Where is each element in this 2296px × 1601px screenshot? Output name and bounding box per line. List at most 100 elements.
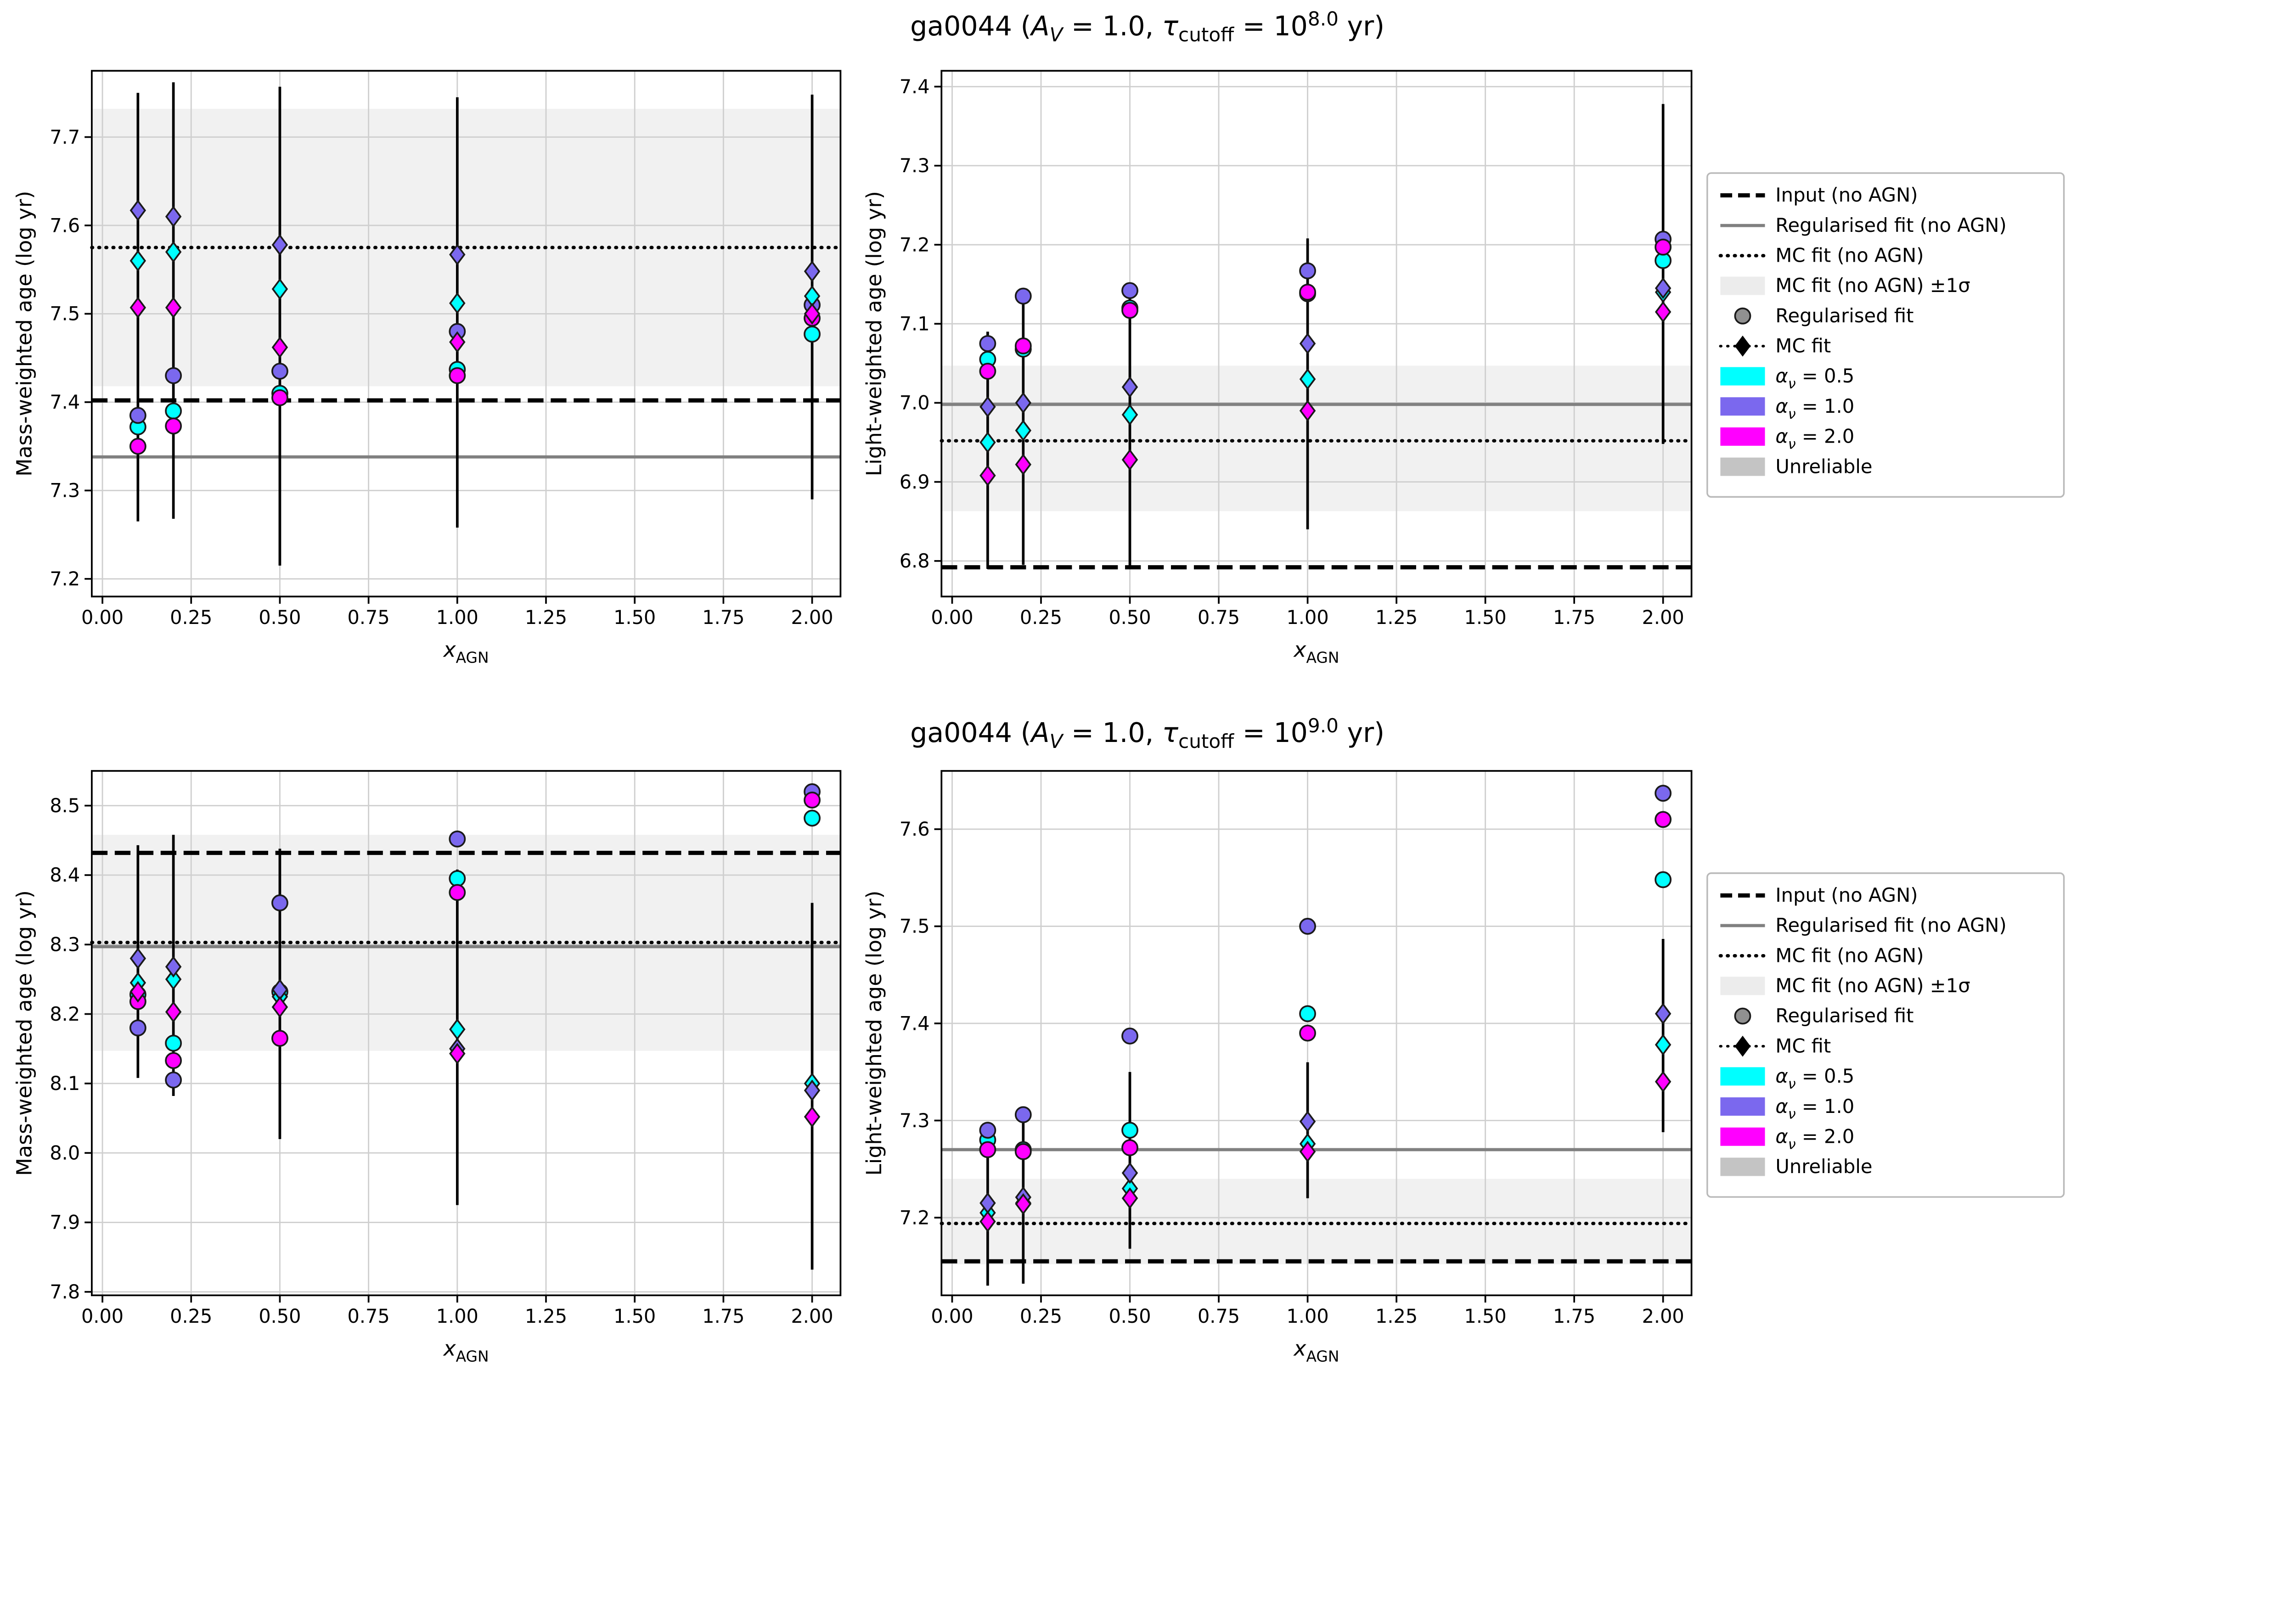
regularised-marker-alpha_1.0 bbox=[1299, 918, 1316, 935]
mc-marker-alpha_0.5 bbox=[271, 278, 288, 300]
regularised-marker-alpha_2.0 bbox=[1121, 1139, 1138, 1157]
mc-marker-alpha_0.5 bbox=[1654, 1034, 1671, 1056]
mc-marker-alpha_1.0 bbox=[804, 260, 821, 282]
y-tick-label: 7.4 bbox=[900, 1012, 930, 1034]
legend-item-circle-marker: Regularised fit bbox=[1734, 304, 1914, 327]
y-tick-label: 7.9 bbox=[50, 1212, 80, 1234]
x-tick-label: 1.75 bbox=[702, 607, 744, 629]
legend-item-solid-line: Regularised fit (no AGN) bbox=[1720, 214, 2007, 236]
regularised-marker-alpha_2.0 bbox=[449, 367, 466, 384]
regularised-marker-alpha_1.0 bbox=[979, 1122, 996, 1139]
regularised-marker-alpha_2.0 bbox=[271, 1030, 288, 1047]
regularised-marker-alpha_1.0 bbox=[129, 407, 146, 424]
y-tick-label: 7.0 bbox=[900, 392, 930, 414]
y-tick-label: 7.7 bbox=[50, 126, 80, 148]
panel-light-weighted-tau9: 0.00 0.25 0.50 0.75 1.00 1.25 1.50 1.75 2.00 7.2 7… bbox=[862, 770, 1694, 1365]
mc-marker-alpha_1.0 bbox=[979, 396, 996, 418]
regularised-marker-alpha_1.0 bbox=[271, 363, 288, 380]
mc-marker-alpha_2.0 bbox=[979, 1210, 996, 1233]
regularised-marker-alpha_0.5 bbox=[449, 870, 466, 887]
sigma-band-sample bbox=[1720, 276, 1765, 295]
regularised-marker-alpha_2.0 bbox=[1654, 238, 1672, 256]
y-tick-label: 8.4 bbox=[50, 864, 80, 886]
y-tick-label: 7.2 bbox=[900, 234, 930, 256]
mc-marker-alpha_1.0 bbox=[129, 947, 146, 970]
x-tick-label: 1.00 bbox=[436, 607, 478, 629]
x-tick-label: 2.00 bbox=[791, 607, 833, 629]
y-tick-label: 7.2 bbox=[900, 1207, 930, 1229]
axes-frame bbox=[940, 770, 1693, 1297]
regularised-marker-alpha_1.0 bbox=[129, 1019, 146, 1037]
regularised-marker-alpha_1.0 bbox=[165, 1071, 182, 1089]
x-tick-label: 0.00 bbox=[931, 1305, 973, 1327]
alpha-20-patch bbox=[1720, 1127, 1765, 1146]
y-tick-label: 6.9 bbox=[900, 471, 930, 493]
mc-marker-alpha_0.5 bbox=[449, 292, 466, 314]
sigma-band-sample bbox=[1720, 977, 1765, 995]
legend-label: αν = 2.0 bbox=[1775, 425, 1854, 453]
regularised-marker-alpha_2.0 bbox=[979, 1141, 996, 1158]
legend-item-dashed-line: Input (no AGN) bbox=[1720, 184, 1918, 206]
x-tick-label: 0.00 bbox=[81, 1305, 124, 1327]
x-tick-label: 2.00 bbox=[1642, 1305, 1684, 1327]
regularised-marker-alpha_1.0 bbox=[271, 894, 288, 911]
legend-box bbox=[1706, 172, 2065, 498]
x-tick-label: 1.25 bbox=[1375, 1305, 1418, 1327]
unreliable-patch bbox=[1720, 457, 1765, 476]
mc-1sigma-band bbox=[941, 365, 1692, 511]
mc-marker-alpha_1.0 bbox=[1654, 1003, 1671, 1025]
mc-marker-alpha_2.0 bbox=[165, 1001, 182, 1023]
regularised-marker-alpha_1.0 bbox=[165, 367, 182, 384]
regularised-marker-alpha_0.5 bbox=[1121, 1122, 1138, 1139]
mc-marker-alpha_2.0 bbox=[449, 331, 466, 353]
regularised-marker-alpha_2.0 bbox=[1121, 302, 1138, 319]
x-tick-label: 1.00 bbox=[1286, 607, 1328, 629]
panel-mass-weighted-tau9: 0.00 0.25 0.50 0.75 1.00 1.25 1.50 1.75 2.00 7.8 7… bbox=[12, 770, 843, 1365]
unreliable-patch bbox=[1720, 1157, 1765, 1176]
y-tick-label: 7.3 bbox=[900, 155, 930, 177]
x-tick-label: 1.75 bbox=[1553, 1305, 1595, 1327]
mc-marker-alpha_2.0 bbox=[1121, 449, 1138, 471]
y-tick-label: 6.8 bbox=[900, 550, 930, 572]
y-tick-label: 7.6 bbox=[900, 818, 930, 840]
legend-box bbox=[1706, 872, 2065, 1198]
regularised-marker-alpha_0.5 bbox=[804, 326, 821, 343]
legend-item-sigma-band: MC fit (no AGN) ±1σ bbox=[1720, 974, 1970, 997]
legend-label: αν = 2.0 bbox=[1775, 1125, 1854, 1152]
legend-item-patch-cyan: αν = 0.5 bbox=[1720, 1065, 1854, 1092]
x-axis-label: xAGN bbox=[443, 638, 489, 667]
legend-row1: Input (no AGN) Regularised fit (no AGN) MC… bbox=[1706, 172, 2065, 498]
legend-label: Input (no AGN) bbox=[1775, 184, 1918, 206]
regularised-marker-alpha_1.0 bbox=[1014, 1106, 1032, 1124]
regularised-marker-alpha_0.5 bbox=[1299, 1005, 1316, 1022]
y-axis-label: Light-weighted age (log yr) bbox=[862, 191, 886, 476]
mc-marker-alpha_1.0 bbox=[1015, 392, 1032, 414]
y-tick-label: 8.2 bbox=[50, 1003, 80, 1025]
y-tick-label: 7.8 bbox=[50, 1281, 80, 1303]
legend-label: Unreliable bbox=[1775, 1155, 1872, 1178]
x-tick-label: 0.50 bbox=[259, 1305, 301, 1327]
x-tick-label: 1.75 bbox=[702, 1305, 744, 1327]
mc-marker-alpha_0.5 bbox=[1015, 420, 1032, 442]
regularised-marker-alpha_2.0 bbox=[449, 884, 466, 901]
mc-marker-alpha_2.0 bbox=[1654, 1071, 1671, 1093]
regularised-marker-alpha_0.5 bbox=[165, 402, 182, 420]
regularised-marker-alpha_2.0 bbox=[165, 1052, 182, 1069]
y-tick-label: 8.1 bbox=[50, 1073, 80, 1095]
x-tick-label: 0.25 bbox=[1020, 607, 1062, 629]
x-tick-label: 1.50 bbox=[613, 607, 656, 629]
axes-frame bbox=[91, 70, 842, 598]
mc-marker-alpha_1.0 bbox=[129, 199, 146, 221]
y-tick-label: 7.1 bbox=[900, 313, 930, 335]
y-axis-label: Mass-weighted age (log yr) bbox=[12, 191, 37, 477]
legend-item-dotted-line: MC fit (no AGN) bbox=[1718, 244, 1924, 267]
legend-item-patch-blue: αν = 1.0 bbox=[1720, 395, 1854, 422]
x-tick-label: 0.75 bbox=[1198, 607, 1240, 629]
legend-label: αν = 1.0 bbox=[1775, 395, 1854, 422]
y-tick-label: 7.5 bbox=[50, 303, 80, 325]
panel-light-weighted-tau8: 0.00 0.25 0.50 0.75 1.00 1.25 1.50 1.75 2.00 6.8 6… bbox=[862, 70, 1694, 666]
legend-item-diamond-marker: MC fit bbox=[1719, 1034, 1831, 1057]
legend-item-circle-marker: Regularised fit bbox=[1734, 1005, 1914, 1027]
y-tick-label: 8.0 bbox=[50, 1142, 80, 1164]
x-tick-label: 1.00 bbox=[1286, 1305, 1328, 1327]
